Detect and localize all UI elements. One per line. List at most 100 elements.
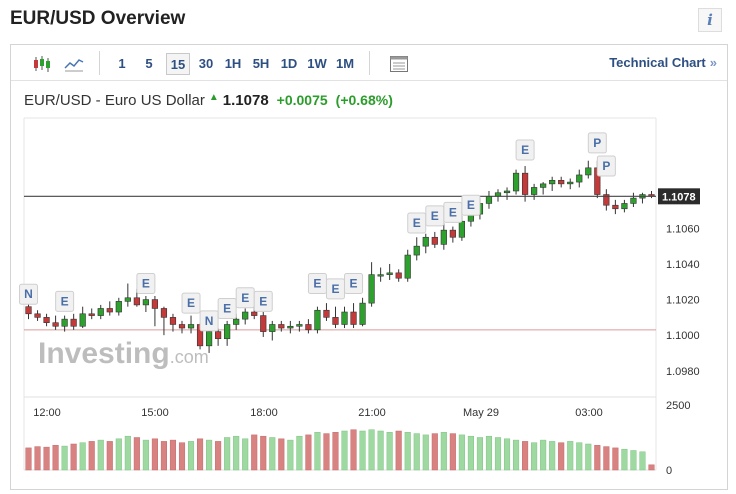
candle-up — [115, 301, 122, 313]
price-change-percent: (+0.68%) — [335, 92, 393, 108]
volume-bar-up — [79, 442, 86, 471]
double-chevron-right-icon: » — [709, 55, 717, 70]
timeframe-1[interactable]: 1 — [118, 56, 126, 71]
candle-down — [106, 308, 113, 313]
candle-down — [278, 324, 285, 329]
volume-bar-up — [567, 441, 574, 471]
event-marker — [587, 132, 607, 154]
event-marker-label: E — [241, 291, 249, 305]
event-marker — [344, 273, 364, 295]
volume-bar-down — [197, 438, 204, 471]
info-icon[interactable]: i — [698, 8, 722, 32]
candlestick-chart[interactable]: Investing.com 1.1060 1.1040 1.1020 1.1000 1.0… — [11, 45, 727, 489]
candle-up — [97, 308, 104, 316]
volume-bar-down — [88, 441, 95, 471]
volume-bar-up — [549, 441, 556, 471]
candle-down — [350, 311, 357, 325]
volume-bar-down — [350, 429, 357, 471]
event-marker-label: N — [24, 287, 33, 301]
volume-bar-up — [61, 445, 68, 471]
timeframe-1h[interactable]: 1H — [224, 56, 242, 71]
candle-up — [224, 324, 231, 340]
volume-bar-down — [34, 446, 41, 471]
volume-bar-down — [323, 433, 330, 471]
event-marker-label: E — [187, 296, 195, 310]
volume-bar-down — [332, 432, 339, 471]
candlestick-icon[interactable] — [31, 53, 53, 75]
volume-bar-up — [314, 432, 321, 471]
event-marker-label: P — [593, 136, 601, 150]
volume-bar-up — [440, 432, 447, 471]
volume-bar-up — [97, 439, 104, 471]
volume-bar-up — [368, 429, 375, 471]
volume-bar-down — [305, 434, 312, 471]
volume-bar-up — [359, 430, 366, 471]
timeframe-1w[interactable]: 1W — [307, 56, 327, 71]
event-marker-label: N — [205, 314, 214, 328]
volume-bar-down — [25, 447, 32, 471]
technical-chart-label: Technical Chart — [609, 55, 706, 70]
candle-up — [187, 324, 195, 329]
time-axis-label: 12:00 — [33, 407, 61, 419]
candle-down — [88, 313, 95, 316]
volume-bar-up — [639, 451, 646, 471]
candle-up — [368, 274, 375, 304]
timeframe-1d[interactable]: 1D — [280, 56, 298, 71]
volume-bar-up — [224, 437, 231, 471]
candle-up — [413, 245, 420, 256]
time-axis-label: 18:00 — [250, 407, 278, 419]
candle-up — [576, 174, 583, 183]
timeframe-15[interactable]: 15 — [166, 53, 190, 75]
timeframe-5[interactable]: 5 — [145, 56, 153, 71]
event-marker-label: E — [313, 277, 321, 291]
candle-up — [269, 324, 276, 332]
candle-up — [531, 187, 538, 195]
volume-bar-down — [603, 446, 610, 471]
time-axis-label: 21:00 — [358, 407, 386, 419]
timeframe-5h[interactable]: 5H — [252, 56, 270, 71]
timeframe-1m[interactable]: 1M — [335, 56, 355, 71]
event-marker-label: E — [449, 205, 457, 219]
page-title: EUR/USD Overview — [10, 8, 186, 29]
volume-bar-down — [522, 441, 529, 471]
candle-down — [151, 299, 159, 309]
volume-bar-down — [612, 447, 619, 471]
volume-bar-down — [52, 445, 59, 471]
timeframe-30[interactable]: 30 — [198, 56, 214, 71]
event-marker-label: E — [61, 294, 69, 308]
candle-up — [296, 324, 303, 327]
price-axis-tick: 1.0980 — [666, 366, 700, 378]
price-change: +0.0075 — [276, 92, 328, 108]
volume-bar-down — [251, 434, 258, 471]
volume-bar-down — [260, 435, 267, 471]
volume-bar-up — [142, 439, 149, 471]
volume-bar-down — [169, 439, 177, 471]
volume-bar-up — [513, 439, 520, 471]
volume-bar-up — [485, 435, 493, 471]
candle-down — [323, 309, 330, 318]
last-price-label: 1.1078 — [662, 191, 696, 203]
watermark-text: Investing — [38, 337, 170, 370]
volume-bar-up — [467, 435, 474, 471]
candle-down — [25, 306, 32, 315]
candle-up — [585, 167, 592, 176]
volume-bar-up — [287, 439, 294, 471]
volume-axis-tick: 0 — [666, 465, 672, 477]
candle-up — [540, 183, 547, 188]
candle-up — [205, 331, 213, 347]
line-chart-icon[interactable] — [63, 53, 85, 75]
event-marker-label: E — [431, 209, 439, 223]
event-marker — [181, 292, 201, 314]
event-marker-label: E — [467, 198, 475, 212]
technical-chart-link[interactable]: Technical Chart» — [609, 55, 717, 70]
volume-bar-up — [242, 438, 249, 471]
candle-up — [314, 309, 321, 331]
candle-up — [377, 274, 384, 277]
volume-bar-up — [540, 439, 547, 471]
volume-bar-up — [269, 437, 276, 471]
volume-bar-down — [215, 441, 222, 471]
candle-down — [305, 324, 312, 331]
panel-icon[interactable] — [388, 53, 410, 75]
volume-bar-down — [594, 445, 601, 471]
volume-bar-down — [395, 430, 402, 471]
